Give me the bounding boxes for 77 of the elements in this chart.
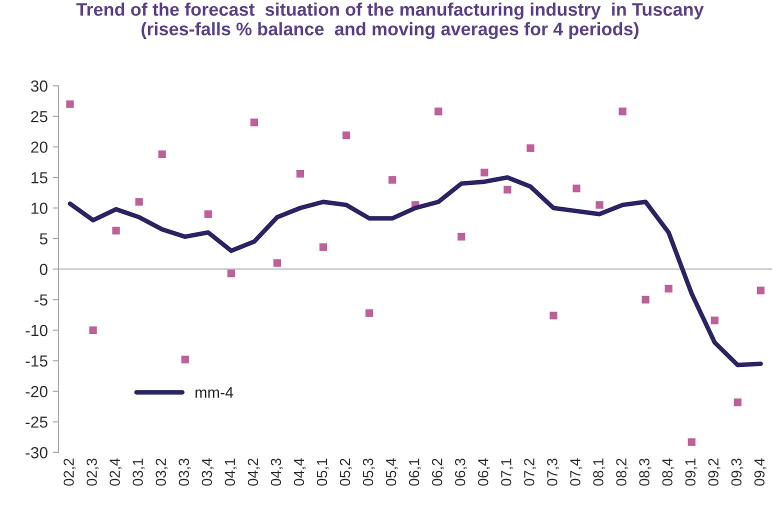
point [756,286,764,294]
y-tick-label: 25 [31,110,48,122]
x-tick-label: 02,2 [64,458,76,486]
point [572,184,580,192]
point [664,284,672,292]
y-tick-label: -20 [26,386,48,398]
y-tick-label: -15 [26,356,48,367]
x-tick-label: 06,4 [478,458,490,486]
x-tick-label: 08,2 [616,458,628,486]
y-tick-label: -5 [34,294,48,306]
point [710,316,718,324]
y-tick-label: 15 [32,172,48,184]
point [112,226,120,234]
y-tick-label: 10 [32,202,48,214]
x-tick-label: 08,4 [662,458,674,486]
line-series [68,175,763,368]
x-tick-label: 05,2 [340,458,352,486]
x-tick-label: 04,3 [270,458,283,486]
x-tick-label: 09,3 [731,458,744,486]
x-tick-label: 07,1 [501,458,514,486]
x-tick-label: 07,4 [570,458,582,486]
x-tick-label: 09,1 [685,458,698,486]
point [688,438,696,446]
point [342,131,350,140]
x-tick-label: 08,3 [639,458,652,486]
y-tick-label: 30 [30,80,48,92]
x-tick-label: 05,4 [386,458,398,486]
x-tick-label: 06,3 [454,458,468,486]
x-tick-label: 02,4 [110,458,122,486]
point [526,144,534,152]
point [250,118,258,126]
x-tick-label: 09,4 [754,458,766,486]
point [434,108,442,116]
point [296,170,304,178]
x-tick-label: 03,3 [178,458,191,486]
x-tick-label: 05,1 [316,458,329,486]
legend-label: mm-4 [196,387,234,398]
point [227,270,235,278]
x-tick-label: 02,3 [86,458,99,486]
point [89,326,97,334]
point [504,186,512,194]
point [366,309,374,317]
y-tick-label: -30 [26,447,48,458]
x-tick-label: 09,2 [708,458,720,486]
y-tick-label: -10 [26,324,48,336]
x-tick-label: 07,2 [524,458,536,486]
point [458,232,466,241]
point [66,100,74,108]
y-tick-label: 5 [40,233,48,244]
x-tick-label: 06,2 [432,458,444,486]
y-tick-label: -25 [26,416,48,428]
point [181,356,189,364]
x-tick-label: 08,1 [593,458,606,486]
x-tick-label: 03,4 [202,458,214,486]
point [388,176,396,184]
point [480,168,488,176]
chart-title: Trend of the forecast situation of the manufacturing industry in Tuscany (rises-falls % balance and moving averages for 4 periods) [76,2,704,40]
point [319,243,328,251]
point [596,201,604,209]
point [273,259,282,267]
point [158,150,166,158]
point [550,312,558,320]
point [734,398,742,406]
x-tick-label: 05,3 [362,458,375,486]
x-tick-label: 03,2 [156,458,168,486]
point [618,108,626,116]
y-tick-label: 20 [31,142,48,153]
x-tick-label: 07,3 [547,458,560,486]
point [642,296,650,304]
x-tick-label: 03,1 [132,458,145,486]
x-tick-label: 06,1 [408,458,421,486]
point [135,198,143,206]
point [204,210,212,218]
x-tick-label: 04,2 [248,458,260,486]
y-tick-label: 0 [40,264,48,276]
x-tick-label: 04,1 [224,458,237,486]
x-tick-label: 04,4 [294,458,306,486]
